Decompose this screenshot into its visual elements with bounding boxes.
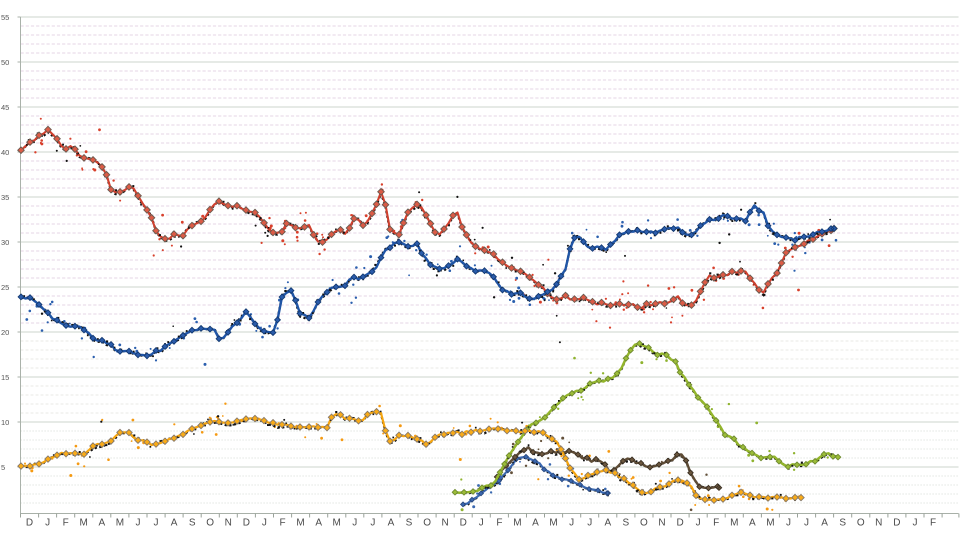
svg-text:55: 55 — [1, 13, 9, 22]
svg-text:A: A — [388, 518, 395, 529]
svg-text:D: D — [243, 518, 250, 529]
svg-text:J: J — [154, 518, 159, 529]
svg-text:F: F — [930, 518, 936, 529]
svg-text:A: A — [532, 518, 539, 529]
svg-text:M: M — [766, 518, 774, 529]
svg-text:J: J — [804, 518, 809, 529]
svg-text:25: 25 — [1, 283, 9, 292]
svg-text:M: M — [80, 518, 88, 529]
svg-text:M: M — [333, 518, 341, 529]
svg-text:30: 30 — [1, 238, 9, 247]
svg-text:35: 35 — [1, 193, 9, 202]
svg-text:M: M — [296, 518, 304, 529]
svg-text:J: J — [352, 518, 357, 529]
svg-text:20: 20 — [1, 328, 9, 337]
svg-text:J: J — [262, 518, 267, 529]
svg-text:J: J — [786, 518, 791, 529]
svg-text:D: D — [26, 518, 33, 529]
svg-text:S: S — [622, 518, 629, 529]
svg-text:S: S — [189, 518, 196, 529]
svg-text:N: N — [875, 518, 882, 529]
svg-text:D: D — [893, 518, 900, 529]
svg-text:N: N — [441, 518, 448, 529]
svg-text:M: M — [549, 518, 557, 529]
svg-text:M: M — [116, 518, 124, 529]
svg-text:A: A — [821, 518, 828, 529]
svg-text:10: 10 — [1, 418, 9, 427]
svg-text:D: D — [676, 518, 683, 529]
svg-text:D: D — [460, 518, 467, 529]
svg-text:M: M — [730, 518, 738, 529]
svg-text:A: A — [749, 518, 756, 529]
svg-text:J: J — [587, 518, 592, 529]
svg-text:F: F — [713, 518, 719, 529]
svg-text:15: 15 — [1, 373, 9, 382]
svg-text:5: 5 — [1, 463, 5, 472]
svg-text:O: O — [423, 518, 431, 529]
svg-text:J: J — [913, 518, 918, 529]
svg-text:M: M — [513, 518, 521, 529]
svg-text:A: A — [315, 518, 322, 529]
svg-text:O: O — [857, 518, 865, 529]
svg-text:J: J — [136, 518, 141, 529]
svg-text:J: J — [45, 518, 50, 529]
svg-text:N: N — [225, 518, 232, 529]
svg-text:A: A — [604, 518, 611, 529]
svg-text:50: 50 — [1, 58, 9, 67]
svg-text:A: A — [171, 518, 178, 529]
svg-text:J: J — [696, 518, 701, 529]
svg-text:45: 45 — [1, 103, 9, 112]
svg-text:S: S — [406, 518, 413, 529]
svg-text:F: F — [279, 518, 285, 529]
svg-text:J: J — [479, 518, 484, 529]
svg-text:J: J — [370, 518, 375, 529]
svg-text:O: O — [640, 518, 648, 529]
svg-text:O: O — [206, 518, 214, 529]
svg-text:F: F — [63, 518, 69, 529]
svg-text:F: F — [496, 518, 502, 529]
svg-text:40: 40 — [1, 148, 9, 157]
svg-text:S: S — [839, 518, 846, 529]
svg-text:J: J — [569, 518, 574, 529]
svg-text:N: N — [658, 518, 665, 529]
svg-text:A: A — [98, 518, 105, 529]
